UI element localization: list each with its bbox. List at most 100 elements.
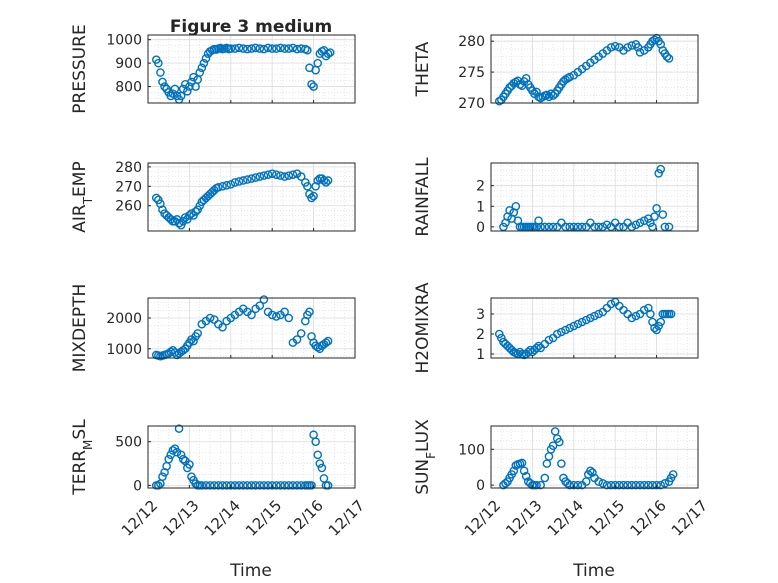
data-point	[174, 218, 184, 228]
data-point	[263, 481, 273, 490]
data-point	[272, 312, 281, 321]
data-point	[218, 182, 227, 191]
data-point	[627, 313, 637, 323]
data-point	[238, 481, 248, 490]
data-point	[189, 72, 198, 82]
data-point	[255, 301, 265, 310]
data-point	[577, 317, 587, 327]
data-point	[639, 480, 649, 490]
data-point	[158, 472, 167, 481]
data-point	[532, 480, 541, 490]
data-point	[501, 479, 510, 488]
data-point	[311, 437, 320, 447]
y-tick-label: 900	[115, 56, 142, 72]
data-point	[272, 170, 281, 179]
data-point	[199, 58, 209, 68]
data-point	[267, 169, 277, 178]
data-point	[205, 313, 215, 323]
x-axis-label-left: Time	[229, 561, 272, 581]
data-point	[296, 172, 306, 181]
y-tick-label: 100	[458, 442, 485, 458]
data-point	[650, 212, 659, 221]
data-point	[615, 222, 624, 232]
data-point	[255, 172, 265, 181]
data-point	[602, 480, 612, 490]
data-point	[193, 329, 202, 338]
panel-theta: 270 275 280 THETA	[413, 33, 699, 112]
data-point	[499, 222, 508, 232]
data-point	[648, 222, 657, 232]
data-point	[548, 91, 558, 100]
y-tick-label: 280	[115, 160, 142, 176]
data-point	[598, 222, 608, 232]
data-point	[660, 222, 670, 232]
y-tick-label: 270	[458, 96, 485, 112]
data-point	[288, 481, 298, 490]
data-point	[594, 309, 603, 319]
panel-rainfall: 0 1 2 RAINFALL	[413, 157, 699, 237]
data-point	[168, 89, 178, 98]
data-point	[166, 215, 176, 224]
data-point	[305, 307, 314, 317]
y-tick-label: 3	[476, 307, 485, 323]
data-point	[234, 481, 244, 490]
data-point	[664, 54, 674, 63]
data-point	[156, 68, 165, 77]
data-point	[319, 176, 329, 185]
y-tick-label: 0	[133, 478, 142, 494]
data-point	[321, 178, 331, 187]
y-tick-label: 0	[476, 220, 485, 236]
y-axis-label-rainfall: RAINFALL	[413, 157, 433, 237]
data-point	[296, 481, 306, 490]
data-point	[226, 44, 236, 53]
data-point	[284, 481, 294, 490]
x-axis-label-right: Time	[572, 561, 615, 581]
y-axis-label-pressure: PRESSURE	[70, 24, 90, 113]
data-point	[243, 481, 252, 490]
data-point	[247, 310, 256, 320]
data-point	[565, 222, 574, 232]
data-point	[313, 176, 323, 185]
data-point	[187, 209, 196, 218]
data-point	[635, 480, 645, 490]
data-point	[218, 481, 227, 490]
y-tick-label: 1	[476, 199, 485, 215]
data-point	[164, 454, 173, 464]
data-point	[569, 321, 579, 331]
data-point	[247, 174, 256, 183]
data-point	[234, 43, 244, 53]
data-point	[521, 471, 531, 481]
data-point	[284, 44, 294, 53]
data-point	[185, 211, 194, 220]
data-point	[511, 201, 521, 211]
data-point	[180, 213, 190, 222]
data-point	[615, 480, 624, 490]
data-point	[577, 222, 587, 232]
data-point	[197, 481, 207, 490]
data-point	[652, 204, 661, 213]
figure-title: Figure 3 medium	[170, 17, 332, 37]
data-point	[644, 480, 653, 490]
data-point	[565, 72, 574, 82]
data-point	[280, 44, 289, 53]
data-point	[201, 481, 211, 490]
data-point	[540, 222, 550, 232]
data-point	[197, 63, 207, 73]
data-point	[238, 44, 248, 53]
y-axis-label-mixdepth: MIXDEPTH	[70, 284, 90, 373]
data-point	[656, 164, 666, 174]
data-point	[648, 480, 657, 490]
data-point	[536, 480, 545, 490]
y-tick-label: 1000	[106, 342, 142, 358]
data-point	[309, 191, 318, 201]
data-point	[263, 170, 273, 179]
data-point	[288, 170, 298, 179]
panel-h2omixra: 1 2 3 H2OMIXRA	[413, 282, 699, 374]
data-point	[296, 329, 306, 338]
data-point	[307, 79, 316, 89]
data-point	[183, 86, 192, 96]
data-point	[573, 222, 583, 232]
data-point	[280, 481, 289, 490]
data-point	[517, 81, 527, 90]
